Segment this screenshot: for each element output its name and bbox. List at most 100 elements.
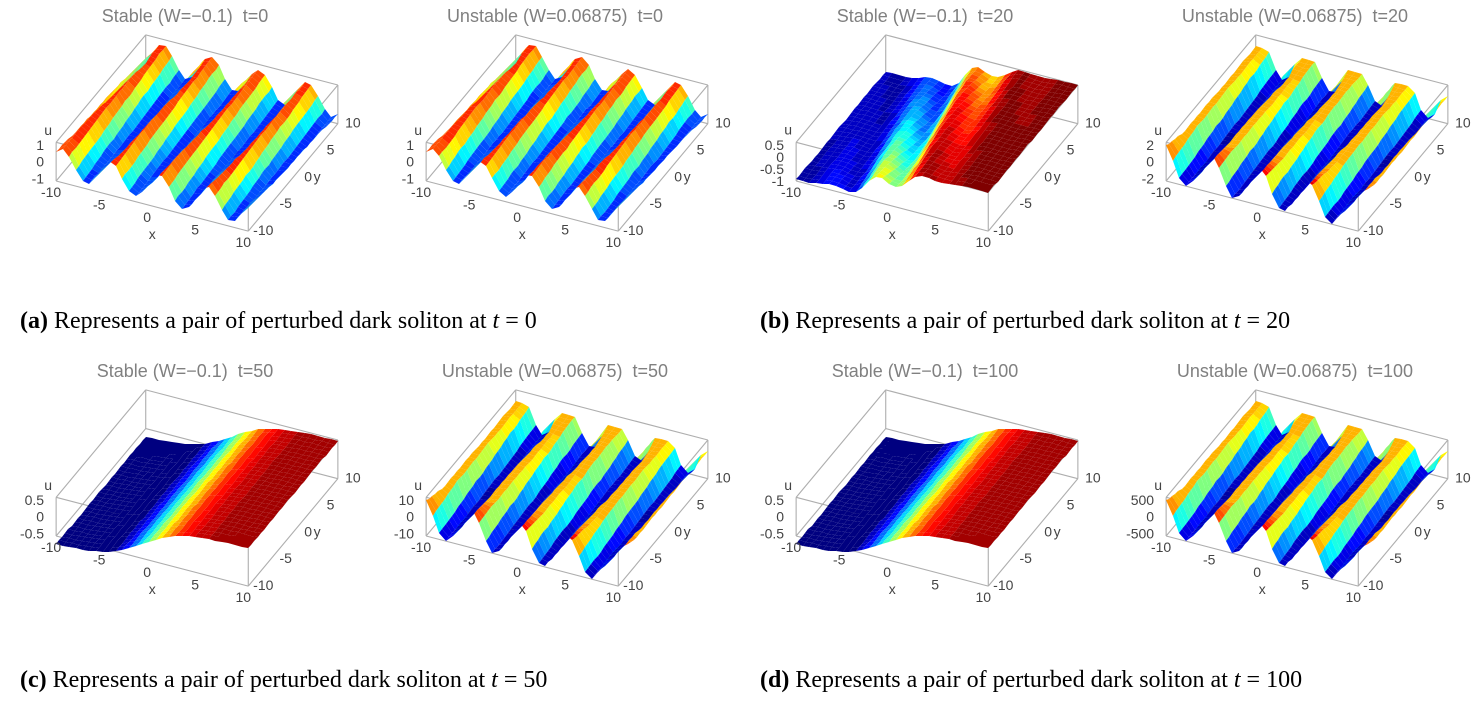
svg-text:u: u xyxy=(414,477,422,493)
svg-text:0: 0 xyxy=(776,509,784,525)
svg-text:y: y xyxy=(1424,523,1431,539)
svg-text:500: 500 xyxy=(1131,492,1155,508)
svg-text:-5: -5 xyxy=(833,197,846,213)
svg-text:0.5: 0.5 xyxy=(25,492,45,508)
svg-text:Stable (W=−0.1) t=50: Stable (W=−0.1) t=50 xyxy=(97,361,274,381)
svg-text:5: 5 xyxy=(931,577,939,593)
svg-text:10: 10 xyxy=(345,470,361,486)
svg-text:10: 10 xyxy=(345,115,361,131)
svg-text:0: 0 xyxy=(513,564,521,580)
svg-text:-5: -5 xyxy=(649,550,662,566)
svg-text:-10: -10 xyxy=(1363,577,1383,593)
svg-text:y: y xyxy=(684,523,691,539)
svg-text:y: y xyxy=(684,168,691,184)
svg-text:5: 5 xyxy=(1067,142,1075,158)
svg-text:y: y xyxy=(314,168,321,184)
svg-text:10: 10 xyxy=(715,470,731,486)
svg-text:0: 0 xyxy=(674,523,682,539)
svg-text:5: 5 xyxy=(1437,497,1445,513)
svg-text:y: y xyxy=(314,523,321,539)
svg-text:10: 10 xyxy=(976,234,992,250)
svg-text:-10: -10 xyxy=(993,222,1013,238)
svg-text:u: u xyxy=(1154,122,1162,138)
svg-text:5: 5 xyxy=(327,497,335,513)
svg-text:x: x xyxy=(519,581,526,597)
svg-text:0: 0 xyxy=(304,168,312,184)
svg-text:Stable (W=−0.1) t=0: Stable (W=−0.1) t=0 xyxy=(102,6,269,26)
svg-text:10: 10 xyxy=(236,589,252,605)
svg-text:5: 5 xyxy=(1301,577,1309,593)
svg-text:0.5: 0.5 xyxy=(765,492,785,508)
svg-text:5: 5 xyxy=(931,222,939,238)
svg-text:5: 5 xyxy=(191,577,199,593)
svg-text:u: u xyxy=(414,122,422,138)
svg-text:0: 0 xyxy=(304,523,312,539)
svg-text:-2: -2 xyxy=(1142,171,1155,187)
svg-text:x: x xyxy=(1259,581,1266,597)
svg-text:-0.5: -0.5 xyxy=(20,525,44,541)
svg-text:10: 10 xyxy=(236,234,252,250)
svg-text:10: 10 xyxy=(1085,470,1101,486)
svg-text:-10: -10 xyxy=(394,526,414,542)
svg-text:0: 0 xyxy=(406,154,414,170)
svg-text:-10: -10 xyxy=(253,577,273,593)
svg-text:Stable (W=−0.1) t=20: Stable (W=−0.1) t=20 xyxy=(837,6,1014,26)
svg-text:-5: -5 xyxy=(1019,195,1032,211)
svg-text:5: 5 xyxy=(697,142,705,158)
svg-text:-500: -500 xyxy=(1126,526,1154,542)
svg-text:0: 0 xyxy=(143,209,151,225)
svg-text:5: 5 xyxy=(697,497,705,513)
svg-text:0: 0 xyxy=(36,509,44,525)
svg-text:x: x xyxy=(889,226,896,242)
svg-text:x: x xyxy=(519,226,526,242)
svg-text:-5: -5 xyxy=(649,195,662,211)
svg-text:0.5: 0.5 xyxy=(765,137,785,153)
svg-text:-1: -1 xyxy=(402,171,415,187)
svg-text:-5: -5 xyxy=(93,552,106,568)
svg-text:u: u xyxy=(44,122,52,138)
svg-text:-0.5: -0.5 xyxy=(760,525,784,541)
svg-text:u: u xyxy=(44,477,52,493)
svg-text:2: 2 xyxy=(1146,137,1154,153)
svg-text:y: y xyxy=(1054,523,1061,539)
svg-text:5: 5 xyxy=(191,222,199,238)
svg-text:10: 10 xyxy=(1346,234,1362,250)
svg-text:1: 1 xyxy=(406,137,414,153)
svg-text:0: 0 xyxy=(1253,564,1261,580)
svg-text:10: 10 xyxy=(976,589,992,605)
svg-text:-5: -5 xyxy=(279,195,292,211)
svg-text:0: 0 xyxy=(1146,509,1154,525)
svg-text:-5: -5 xyxy=(833,552,846,568)
svg-text:0: 0 xyxy=(883,564,891,580)
svg-text:0: 0 xyxy=(1414,523,1422,539)
svg-text:x: x xyxy=(1259,226,1266,242)
svg-text:-5: -5 xyxy=(279,550,292,566)
svg-text:y: y xyxy=(1424,168,1431,184)
svg-text:-5: -5 xyxy=(1019,550,1032,566)
svg-text:0: 0 xyxy=(143,564,151,580)
svg-text:0: 0 xyxy=(1146,154,1154,170)
svg-text:Unstable (W=0.06875) t=50: Unstable (W=0.06875) t=50 xyxy=(442,361,668,381)
svg-text:x: x xyxy=(149,581,156,597)
svg-text:0: 0 xyxy=(883,209,891,225)
svg-text:-10: -10 xyxy=(623,577,643,593)
svg-text:y: y xyxy=(1054,168,1061,184)
svg-text:Unstable (W=0.06875) t=20: Unstable (W=0.06875) t=20 xyxy=(1182,6,1408,26)
svg-text:u: u xyxy=(1154,477,1162,493)
svg-text:5: 5 xyxy=(561,222,569,238)
svg-text:10: 10 xyxy=(1455,115,1471,131)
svg-text:u: u xyxy=(784,122,792,138)
svg-text:1: 1 xyxy=(36,137,44,153)
svg-text:-5: -5 xyxy=(463,197,476,213)
svg-text:5: 5 xyxy=(327,142,335,158)
svg-text:-5: -5 xyxy=(93,197,106,213)
svg-text:-10: -10 xyxy=(41,539,61,555)
svg-text:10: 10 xyxy=(606,234,622,250)
svg-text:10: 10 xyxy=(715,115,731,131)
svg-text:-10: -10 xyxy=(253,222,273,238)
svg-text:-10: -10 xyxy=(781,539,801,555)
svg-text:5: 5 xyxy=(1301,222,1309,238)
svg-text:-10: -10 xyxy=(1363,222,1383,238)
svg-text:10: 10 xyxy=(1346,589,1362,605)
svg-text:Stable (W=−0.1) t=100: Stable (W=−0.1) t=100 xyxy=(832,361,1019,381)
